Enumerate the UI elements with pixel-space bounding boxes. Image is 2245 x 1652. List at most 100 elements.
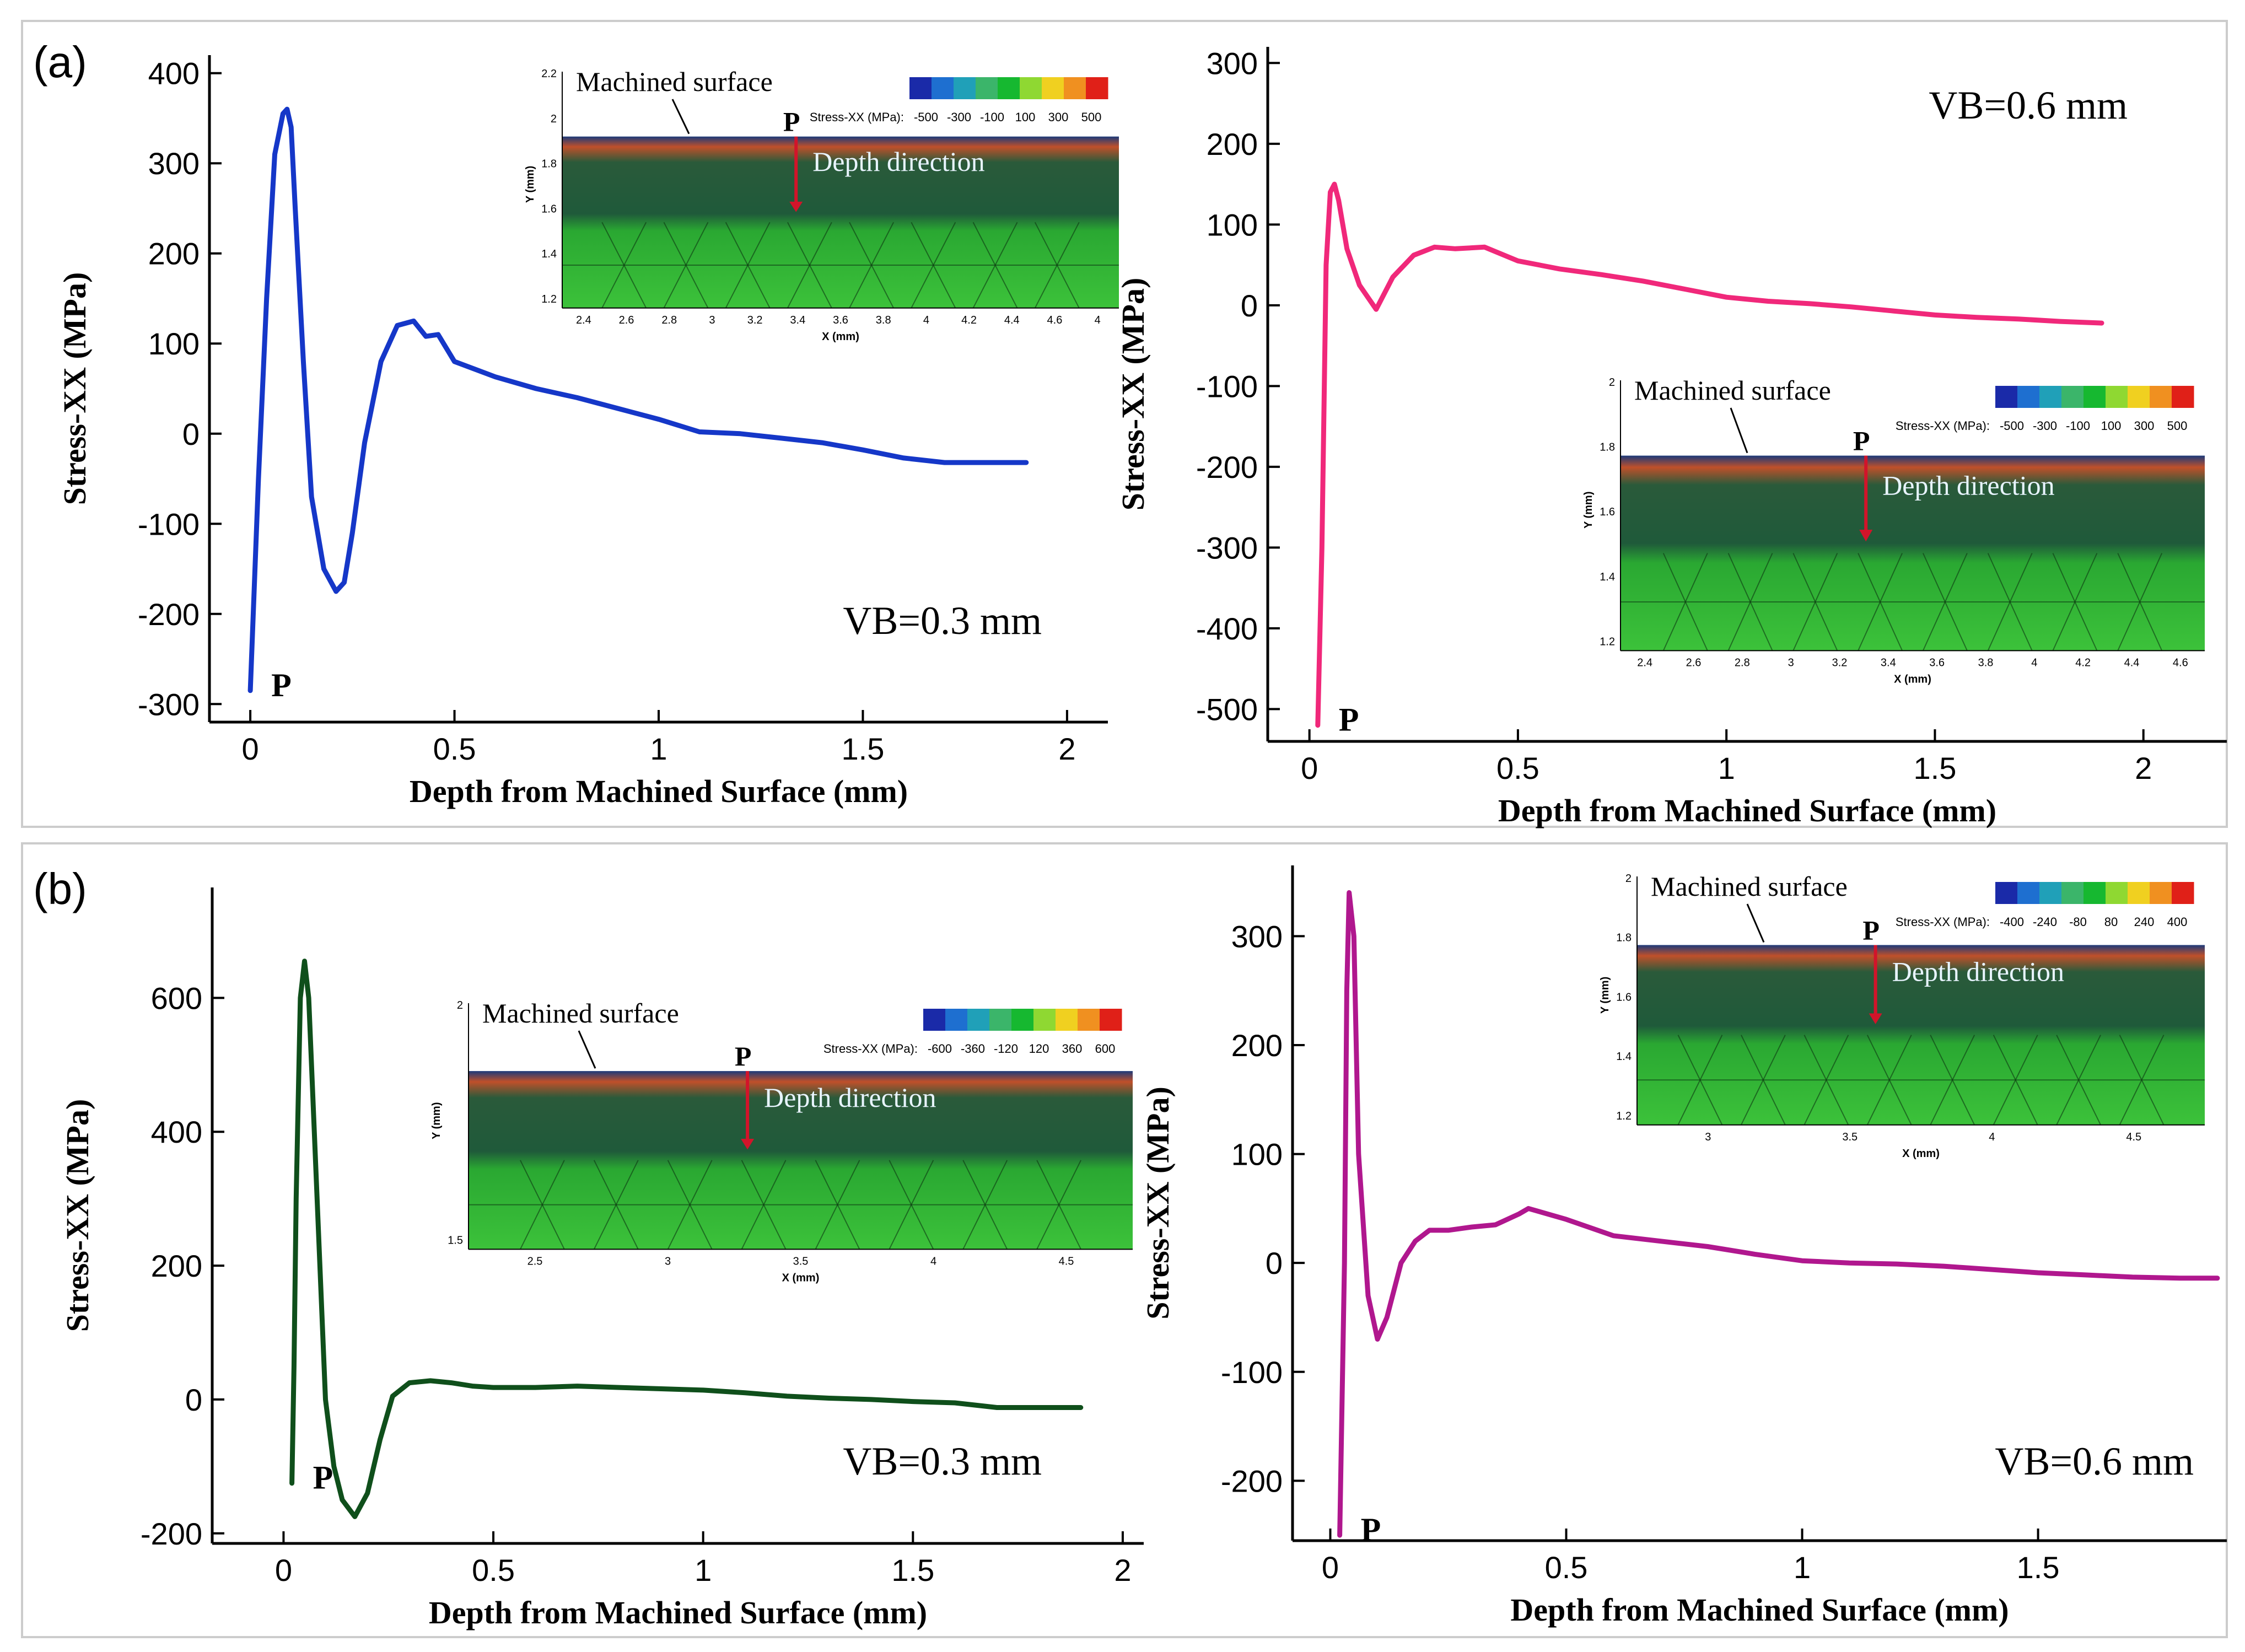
inset-x-tick-label: 3.5 [1842,1131,1858,1143]
inset-x-tick-label: 3 [1705,1131,1711,1143]
y-tick-label: 600 [151,981,202,1015]
inset-depth-label: Depth direction [1892,956,2064,987]
inset-p-label: P [1862,914,1880,945]
inset-mesh-area [1621,455,2205,651]
inset-x-axis-title: X (mm) [822,331,859,343]
inset-x-tick-label: 4 [923,314,929,326]
inset-mesh-image: 2.5 3 3.5 4 4.5 X (mm) 2 1.5 Y (mm) Machined surf… [430,998,1133,1284]
x-tick-label: 2 [1114,1553,1131,1588]
inset-y-tick-label: 1.2 [1600,636,1615,648]
x-tick-label: 1 [1794,1550,1811,1585]
inset-y-tick-label: 1.4 [541,248,557,260]
x-axis-title: Depth from Machined Surface (mm) [1498,793,1996,828]
x-axis-title: Depth from Machined Surface (mm) [410,773,908,809]
x-tick-label: 0 [1322,1550,1339,1585]
inset-x-tick-label: 3.8 [876,314,891,326]
inset-y-tick-label: 1.8 [1600,442,1615,454]
inset-legend-swatch [2039,882,2062,904]
panel-b-frame [21,842,2228,1638]
inset-legend-swatch [1020,77,1042,99]
y-tick-label: 200 [148,236,200,271]
inset-surface-arrow [671,99,690,134]
inset-x-tick-label: 4.6 [1047,314,1063,326]
inset-y-tick-label: 1.6 [541,203,557,215]
inset-legend-swatch [2084,386,2106,408]
inset-legend-swatch [1100,1009,1122,1031]
x-tick-label: 0 [1301,751,1318,785]
inset-x-tick-label: 4 [1095,314,1101,326]
y-tick-label: -200 [1221,1463,1283,1498]
y-tick-label: -100 [1221,1355,1283,1390]
inset-legend-tick-label: -400 [2000,915,2024,929]
vb-annotation: VB=0.6 mm [1929,83,2128,127]
panel-a-label: (a) [33,37,87,87]
inset-legend-swatch [2172,882,2194,904]
inset-legend-tick-label: -80 [2069,915,2087,929]
inset-x-tick-label: 2.5 [527,1255,543,1267]
inset-x-tick-label: 3.6 [1929,657,1945,669]
series-line [247,106,1029,693]
y-tick-label: 0 [1241,288,1258,323]
inset-legend-swatch [1086,77,1108,99]
charts: 0 0.5 1 1.5 2-300-200-1000100200300400Depth … [57,46,2227,1631]
inset-y-tick-label: 2 [1625,873,1632,885]
inset-x-tick-label: 4.2 [961,314,977,326]
inset-y-tick-label: 1.2 [1616,1110,1632,1122]
inset-legend-tick-label: -300 [947,110,971,124]
inset-x-tick-label: 3.4 [1881,657,1896,669]
y-axis-title: Stress-XX (MPa) [57,272,93,505]
inset-legend-swatch [1042,77,1064,99]
x-tick-label: 0 [242,731,259,766]
inset-legend-swatch [2150,386,2172,408]
chart-4: 0 0.5 1 1.5 -200 -100 0 100 200 300 Depth from Mac… [1140,865,2227,1628]
x-tick-label: 1 [1718,751,1735,785]
point-p-label: P [271,667,292,703]
y-tick-label: -100 [138,507,200,541]
chart-1: 0 0.5 1 1.5 2 -300 -200 -100 0 100 200 300 400 Depth … [57,55,1119,809]
inset-legend-swatch [909,77,932,99]
inset-x-axis-title: X (mm) [782,1272,820,1284]
inset-depth-arrowhead [789,201,803,212]
x-tick-label: 0.5 [1496,751,1539,785]
inset-y-axis-title: Y (mm) [1582,491,1595,528]
y-tick-label: 100 [1231,1137,1283,1172]
x-tick-label: 1 [650,731,667,766]
inset-legend-swatch [2128,386,2150,408]
y-tick-label: -300 [1196,530,1258,565]
inset-legend-swatch [2106,882,2128,904]
inset-legend-tick-label: -500 [2000,419,2024,433]
inset-surface-arrow [578,1030,596,1069]
x-axis-title: Depth from Machined Surface (mm) [429,1595,927,1631]
inset-legend-tick-label: 240 [2134,915,2155,929]
inset-legend-swatch [2017,882,2040,904]
inset-x-tick-label: 2.4 [576,314,591,326]
inset-legend-swatch [1033,1009,1056,1031]
inset-x-tick-label: 2.8 [1735,657,1750,669]
inset-legend-swatch [2172,386,2194,408]
inset-x-tick-label: 4.5 [1059,1255,1074,1267]
y-tick-label: 100 [1207,207,1258,242]
inset-x-tick-label: 4 [2031,657,2037,669]
inset-legend-swatch [2017,386,2040,408]
inset-x-axis-title: X (mm) [1902,1148,1940,1160]
inset-y-tick-label: 1.8 [541,158,557,170]
y-tick-label: 200 [1231,1028,1283,1063]
y-tick-label: -100 [1196,369,1258,403]
inset-legend-tick-label: -120 [994,1042,1018,1056]
y-tick-label: 0 [182,417,200,451]
vb-annotation: VB=0.3 mm [843,599,1042,643]
series-line [1337,890,2220,1538]
y-tick-label: 100 [148,326,200,361]
inset-legend-swatch [998,77,1020,99]
inset-x-tick-label: 3.6 [833,314,848,326]
inset-x-tick-label: 4.6 [2173,657,2188,669]
inset-x-tick-label: 2.8 [661,314,677,326]
inset-legend-swatch [1078,1009,1100,1031]
y-tick-label: 300 [1207,46,1258,80]
inset-surface-arrow [1746,903,1765,943]
inset-legend-tick-label: 600 [1095,1042,1116,1056]
point-p-label: P [1361,1511,1381,1548]
inset-legend-swatch [2039,386,2062,408]
inset-x-tick-label: 3.2 [1832,657,1848,669]
y-tick-label: -400 [1196,611,1258,646]
